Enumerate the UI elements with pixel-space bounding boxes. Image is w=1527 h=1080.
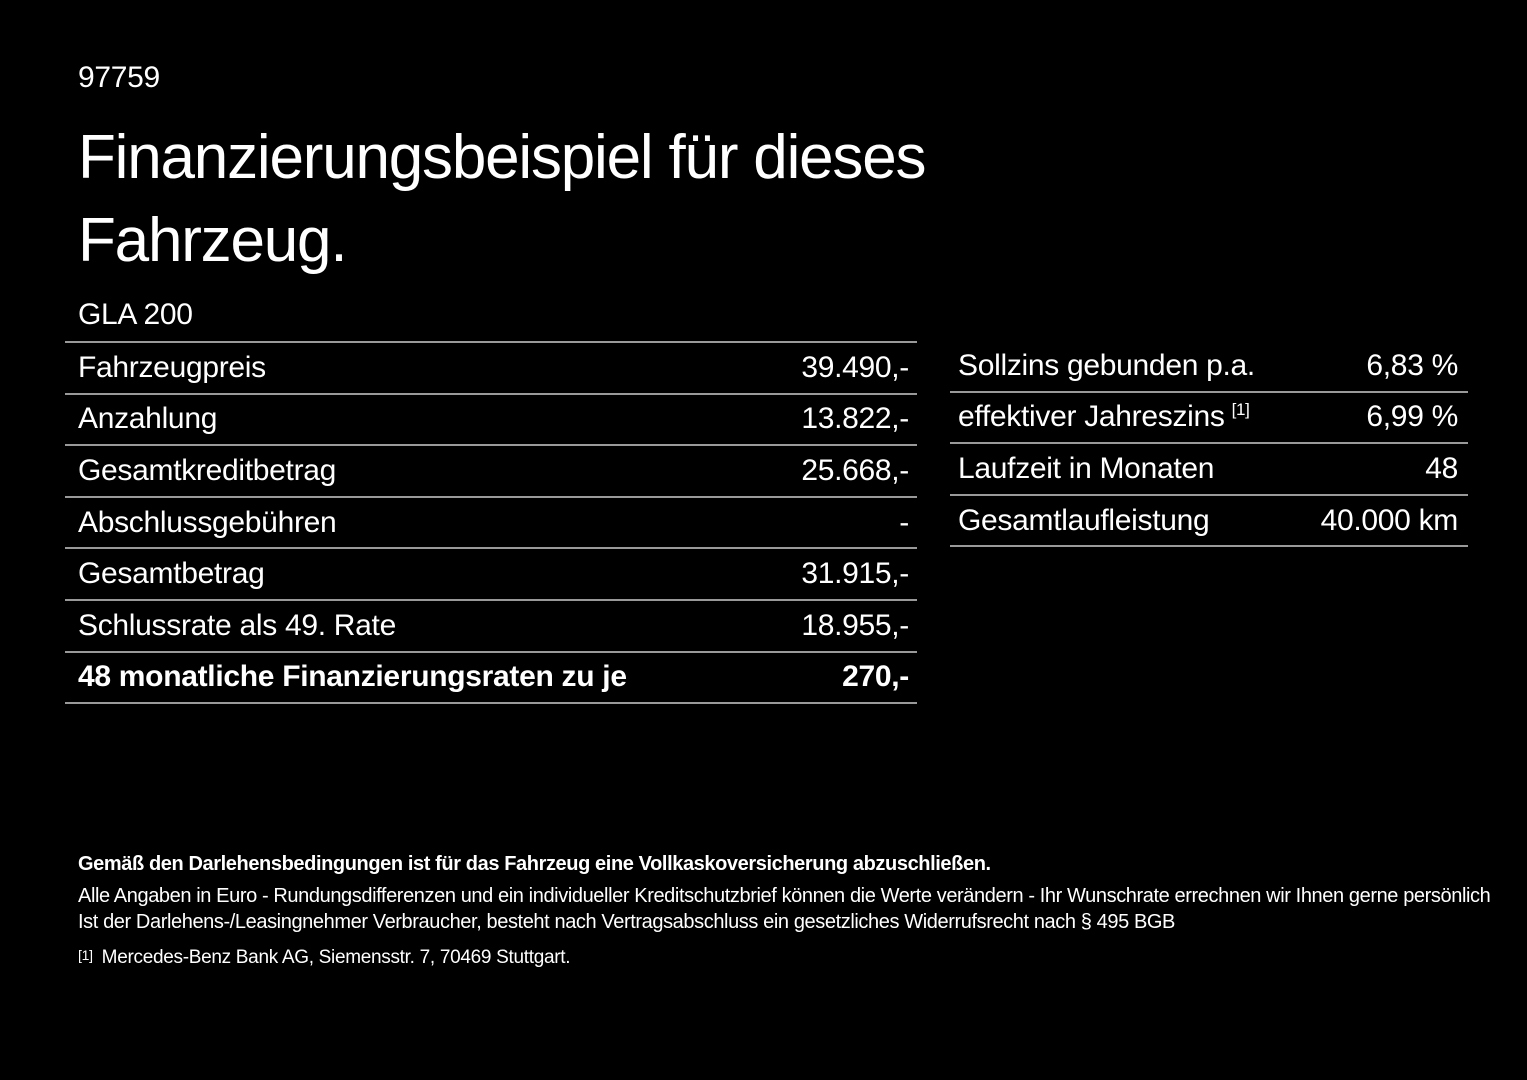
row-value: 48 [1425, 451, 1458, 485]
footnote: [1] Mercedes-Benz Bank AG, Siemensstr. 7,… [78, 945, 1527, 971]
row-value: 31.915,- [801, 557, 909, 591]
row-value: 25.668,- [801, 453, 909, 487]
row-label: Sollzins gebunden p.a. [958, 348, 1255, 382]
row-label: effektiver Jahreszins [1] [958, 400, 1250, 434]
disclaimer-line-1: Alle Angaben in Euro - Rundungsdifferenz… [78, 885, 1491, 907]
row-label: Gesamtkreditbetrag [78, 453, 337, 487]
row-label: Laufzeit in Monaten [958, 451, 1215, 485]
table-row-effektiver-jahreszins: effektiver Jahreszins [1] 6,99 % [950, 393, 1468, 445]
footnote-reference-mark: [1] [1231, 400, 1250, 420]
footnote-text: Mercedes-Benz Bank AG, Siemensstr. 7, 70… [101, 947, 571, 968]
row-value: - [899, 505, 909, 539]
table-row-schlussrate: Schlussrate als 49. Rate 18.955,- [65, 601, 917, 653]
table-row-gesamtbetrag: Gesamtbetrag 31.915,- [65, 549, 917, 601]
footnote-marker: [1] [78, 947, 93, 963]
page-title-line-1: Finanzierungsbeispiel für dieses [78, 123, 927, 192]
table-row-gesamtlaufleistung: Gesamtlaufleistung 40.000 km [950, 496, 1468, 548]
finance-table: Fahrzeugpreis 39.490,- Anzahlung 13.822,… [65, 341, 917, 705]
row-label: Gesamtlaufleistung [958, 503, 1210, 537]
row-label: Abschlussgebühren [78, 505, 337, 539]
conditions-table: Sollzins gebunden p.a. 6,83 % effektiver… [950, 341, 1468, 548]
row-value: 13.822,- [801, 402, 909, 436]
table-row-abschlussgebuehren: Abschlussgebühren - [65, 498, 917, 550]
disclaimer-line-2: Ist der Darlehens-/Leasingnehmer Verbrau… [78, 911, 1175, 933]
vehicle-model-label: GLA 200 [78, 298, 193, 331]
table-row-fahrzeugpreis: Fahrzeugpreis 39.490,- [65, 343, 917, 395]
insurance-note: Gemäß den Darlehensbedingungen ist für d… [78, 853, 991, 875]
document-number: 97759 [78, 61, 160, 94]
row-label: Schlussrate als 49. Rate [78, 608, 396, 642]
page-title-line-2: Fahrzeug. [78, 206, 348, 275]
page-title: Finanzierungsbeispiel für dieses Fahrzeu… [78, 116, 927, 282]
table-row-sollzins: Sollzins gebunden p.a. 6,83 % [950, 341, 1468, 393]
row-value: 270,- [842, 660, 909, 694]
table-row-laufzeit: Laufzeit in Monaten 48 [950, 444, 1468, 496]
table-row-monatsrate: 48 monatliche Finanzierungsraten zu je 2… [65, 653, 917, 705]
row-value: 39.490,- [801, 350, 909, 384]
footer-notes: Gemäß den Darlehensbedingungen ist für d… [78, 851, 1527, 971]
row-value: 18.955,- [801, 608, 909, 642]
row-label: Anzahlung [78, 402, 218, 436]
table-row-anzahlung: Anzahlung 13.822,- [65, 395, 917, 447]
row-label: Fahrzeugpreis [78, 350, 266, 384]
row-label: Gesamtbetrag [78, 557, 265, 591]
row-value: 6,83 % [1366, 348, 1458, 382]
row-value: 6,99 % [1366, 400, 1458, 434]
table-row-gesamtkreditbetrag: Gesamtkreditbetrag 25.668,- [65, 446, 917, 498]
row-label: 48 monatliche Finanzierungsraten zu je [78, 660, 627, 694]
row-value: 40.000 km [1320, 503, 1459, 537]
